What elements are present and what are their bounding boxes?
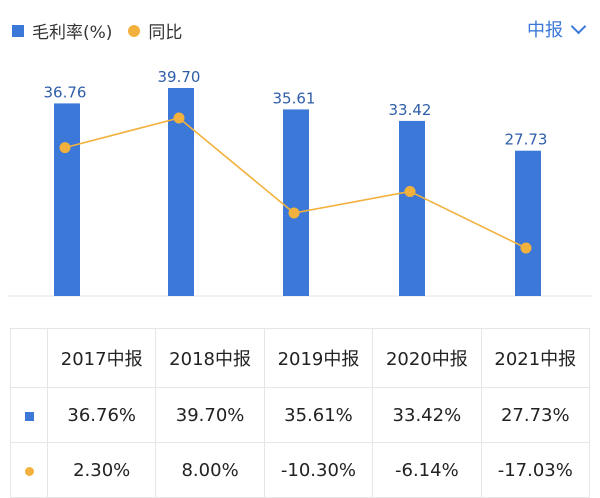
- table-header-cell: 2019中报: [263, 328, 374, 388]
- data-table: 2017中报 2018中报 2019中报 2020中报 2021中报 36.76…: [10, 328, 591, 498]
- yoy-point-0: [59, 142, 71, 154]
- bar-value-label: 36.76: [44, 83, 87, 101]
- period-selector-label: 中报: [527, 20, 563, 41]
- table-row-yoy: 2.30% 8.00% -10.30% -6.14% -17.03%: [10, 442, 591, 498]
- bar-4: [515, 150, 541, 296]
- legend-series2-label: 同比: [148, 23, 183, 43]
- bar-series: [54, 88, 541, 297]
- bar-value-label: 39.70: [158, 68, 201, 86]
- row-marker-bar: [10, 387, 48, 443]
- bar-value-labels: 36.76 39.70 35.61 33.42 27.73: [44, 68, 548, 149]
- period-selector[interactable]: 中报: [527, 16, 587, 42]
- table-cell: 2.30%: [46, 442, 157, 498]
- table-cell: 8.00%: [155, 442, 265, 498]
- bar-value-label: 27.73: [505, 131, 548, 149]
- table-cell: 39.70%: [155, 387, 265, 443]
- table-corner: [10, 328, 48, 388]
- table-cell: -17.03%: [480, 442, 591, 498]
- row-marker-line: [10, 442, 48, 498]
- legend-series1-label: 毛利率(%): [32, 23, 113, 43]
- table-header-cell: 2018中报: [155, 328, 265, 388]
- table-cell: 35.61%: [263, 387, 374, 443]
- yoy-point-3: [404, 185, 416, 197]
- bar-2: [283, 109, 309, 297]
- table-header-cell: 2020中报: [372, 328, 482, 388]
- bar-value-label: 35.61: [273, 89, 316, 107]
- yoy-point-4: [520, 242, 532, 254]
- bar-0: [54, 103, 80, 296]
- legend-line-swatch: [128, 24, 141, 37]
- dot-marker-icon: [24, 466, 34, 476]
- table-cell: -6.14%: [372, 442, 482, 498]
- table-cell: 33.42%: [372, 387, 482, 443]
- bar-value-label: 33.42: [389, 101, 432, 119]
- table-cell: -10.30%: [263, 442, 374, 498]
- yoy-point-1: [173, 112, 185, 124]
- table-row-gross-margin: 36.76% 39.70% 35.61% 33.42% 27.73%: [10, 387, 591, 443]
- chart-legend: 毛利率(%) 同比: [12, 18, 182, 43]
- table-header-row: 2017中报 2018中报 2019中报 2020中报 2021中报: [10, 328, 591, 388]
- legend-bar-swatch: [12, 24, 24, 37]
- bar-3: [399, 120, 425, 296]
- chart-canvas: 36.76 39.70 35.61 33.42 27.73: [8, 68, 592, 297]
- table-cell: 27.73%: [480, 387, 591, 443]
- line-series: [59, 112, 532, 254]
- bar-marker-icon: [24, 411, 34, 421]
- table-header-cell: 2017中报: [46, 328, 157, 388]
- yoy-point-2: [288, 207, 300, 219]
- table-header-cell: 2021中报: [480, 328, 591, 388]
- table-cell: 36.76%: [46, 387, 157, 443]
